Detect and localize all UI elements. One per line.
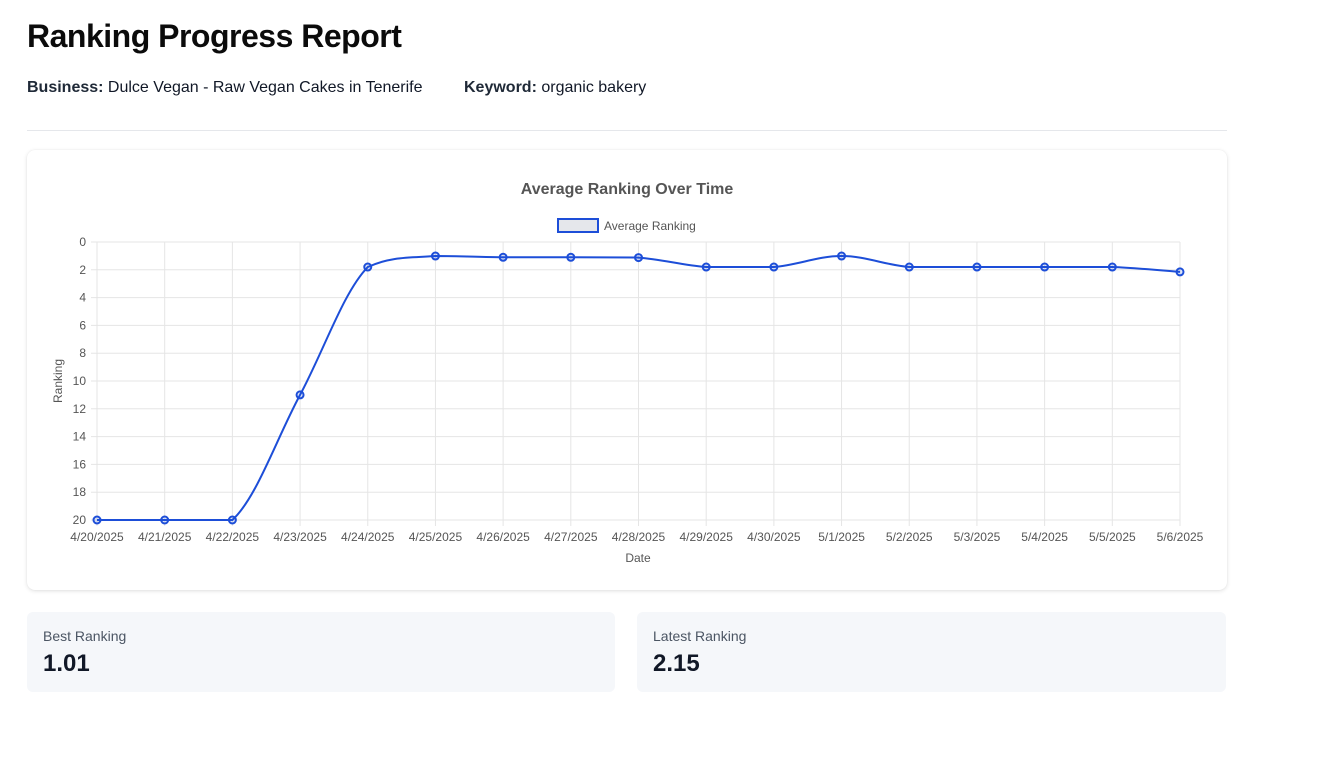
x-tick-label: 4/25/2025 <box>409 530 463 544</box>
data-point[interactable] <box>769 262 779 272</box>
best-ranking-value: 1.01 <box>43 650 90 677</box>
x-tick-label: 4/22/2025 <box>206 530 260 544</box>
x-tick-label: 5/3/2025 <box>954 530 1001 544</box>
series-average-ranking <box>92 251 1185 525</box>
legend-swatch <box>557 218 599 233</box>
chart-title: Average Ranking Over Time <box>521 181 734 198</box>
x-tick-label: 4/28/2025 <box>612 530 666 544</box>
y-axis-ticks: 0 2 4 6 8 10 12 14 16 18 20 <box>73 235 87 527</box>
business-value: Dulce Vegan - Raw Vegan Cakes in Tenerif… <box>107 79 423 96</box>
y-tick-label: 4 <box>79 291 86 305</box>
series-line <box>96 255 1181 521</box>
latest-ranking-label: Latest Ranking <box>653 628 747 644</box>
chart-card: Average Ranking Over Time Average Rankin… <box>27 150 1227 590</box>
data-point[interactable] <box>837 251 847 261</box>
data-point[interactable] <box>1107 262 1117 272</box>
y-tick-label: 8 <box>79 346 86 360</box>
data-point[interactable] <box>1040 262 1050 272</box>
x-tick-label: 4/20/2025 <box>70 530 124 544</box>
data-point[interactable] <box>227 515 237 525</box>
keyword-value: organic bakery <box>541 79 647 96</box>
y-tick-label: 14 <box>73 430 87 444</box>
x-axis-label: Date <box>625 551 651 565</box>
y-tick-label: 20 <box>73 513 87 527</box>
y-tick-label: 2 <box>79 263 86 277</box>
ranking-chart: Average Ranking Over Time Average Rankin… <box>51 181 1204 565</box>
business-label: Business: <box>27 79 104 96</box>
x-tick-label: 4/24/2025 <box>341 530 395 544</box>
data-point[interactable] <box>972 262 982 272</box>
data-point[interactable] <box>498 252 508 262</box>
data-point[interactable] <box>904 262 914 272</box>
data-point[interactable] <box>363 262 373 272</box>
keyword-info: Keyword: organic bakery <box>464 79 646 97</box>
legend-label: Average Ranking <box>604 219 696 233</box>
y-axis-label: Ranking <box>51 359 65 403</box>
data-point[interactable] <box>160 515 170 525</box>
x-tick-label: 5/6/2025 <box>1157 530 1204 544</box>
best-ranking-label: Best Ranking <box>43 628 127 644</box>
y-tick-label: 16 <box>73 457 87 471</box>
data-point[interactable] <box>634 253 643 263</box>
x-tick-label: 4/21/2025 <box>138 530 192 544</box>
best-ranking-card: Best Ranking 1.01 <box>27 612 615 692</box>
chart-legend[interactable]: Average Ranking <box>557 218 696 233</box>
x-tick-label: 4/23/2025 <box>273 530 327 544</box>
y-tick-label: 12 <box>73 402 87 416</box>
y-tick-label: 10 <box>73 374 87 388</box>
data-point[interactable] <box>295 390 305 400</box>
x-tick-label: 4/27/2025 <box>544 530 598 544</box>
x-tick-label: 4/26/2025 <box>476 530 530 544</box>
y-tick-label: 0 <box>79 235 86 249</box>
data-point[interactable] <box>566 252 576 262</box>
data-point[interactable] <box>430 251 440 261</box>
y-tick-label: 6 <box>79 318 86 332</box>
x-tick-label: 4/29/2025 <box>679 530 733 544</box>
x-axis-ticks: 4/20/2025 4/21/2025 4/22/2025 4/23/2025 4/24… <box>70 530 1203 544</box>
business-info: Business: Dulce Vegan - Raw Vegan Cakes … <box>27 79 422 97</box>
latest-ranking-card: Latest Ranking 2.15 <box>637 612 1226 692</box>
data-point[interactable] <box>92 515 102 525</box>
divider <box>27 130 1227 131</box>
chart-grid <box>91 241 1181 526</box>
latest-ranking-value: 2.15 <box>653 650 700 677</box>
data-point[interactable] <box>1175 267 1185 277</box>
x-tick-label: 5/2/2025 <box>886 530 933 544</box>
x-tick-label: 5/1/2025 <box>818 530 865 544</box>
keyword-label: Keyword: <box>464 79 537 96</box>
y-tick-label: 18 <box>73 485 87 499</box>
x-tick-label: 5/5/2025 <box>1089 530 1136 544</box>
x-tick-label: 4/30/2025 <box>747 530 801 544</box>
data-point[interactable] <box>701 262 711 272</box>
page-title: Ranking Progress Report <box>27 18 402 54</box>
x-tick-label: 5/4/2025 <box>1021 530 1068 544</box>
